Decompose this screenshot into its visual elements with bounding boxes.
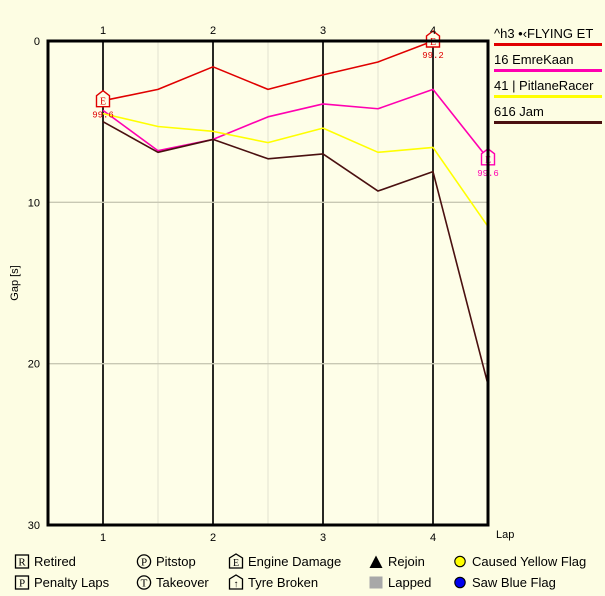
symbol-legend-label: Rejoin xyxy=(388,554,425,569)
symbol-legend-item: E Engine Damage xyxy=(228,551,341,572)
x-axis-label: Lap xyxy=(496,529,514,541)
marker-value-label: 99.6 xyxy=(92,111,114,121)
svg-text:P: P xyxy=(141,557,147,569)
y-tick-label: 20 xyxy=(28,359,40,371)
symbol-legend-item: ↑ Tyre Broken xyxy=(228,572,318,593)
legend-entry-1[interactable]: 16 EmreKaan xyxy=(492,52,605,78)
gap-chart: E 99.6 E 99.2 E 99.6 0 10 20 30 1 1 2 2 3 3 4 4 Gap [s] … xyxy=(9,25,514,544)
symbol-legend-label: Retired xyxy=(34,554,76,569)
x-tick-label-bottom: 1 xyxy=(100,532,106,544)
symbol-legend-label: Lapped xyxy=(388,575,432,590)
y-tick-label: 10 xyxy=(28,197,40,209)
axis-ticks: 0 10 20 30 1 1 2 2 3 3 4 4 xyxy=(28,25,436,544)
symbol-legend-item: Rejoin xyxy=(368,551,425,572)
square-icon: P xyxy=(14,575,30,590)
y-tick-label: 0 xyxy=(34,36,40,48)
svg-text:P: P xyxy=(19,578,25,590)
dot-yellow-icon xyxy=(454,555,466,568)
dot-blue-icon xyxy=(454,576,466,589)
symbol-legend-label: Saw Blue Flag xyxy=(472,575,556,590)
symbol-legend-row-2: P Penalty Laps T Takeover ↑ Tyre Broken Lapped… xyxy=(0,572,605,593)
house-icon: E xyxy=(228,553,244,569)
x-tick-label-top: 4 xyxy=(430,25,436,37)
y-axis-label: Gap [s] xyxy=(9,265,21,300)
legend-entry-3[interactable]: 616 Jam xyxy=(492,104,605,130)
triangle-icon xyxy=(369,555,383,568)
x-tick-label-bottom: 2 xyxy=(210,532,216,544)
y-tick-label: 30 xyxy=(28,520,40,532)
symbol-legend-item: R Retired xyxy=(14,551,76,572)
legend-entry-swatch xyxy=(494,43,602,46)
house-icon: ↑ xyxy=(228,574,244,590)
symbol-legend-label: Tyre Broken xyxy=(248,575,319,590)
symbol-legend-label: Takeover xyxy=(156,575,209,590)
symbol-legend-label: Penalty Laps xyxy=(34,575,110,590)
svg-text:T: T xyxy=(141,578,148,590)
series-line-3 xyxy=(102,120,489,385)
gridlines xyxy=(48,41,488,525)
series-lines xyxy=(102,40,489,385)
svg-text:E: E xyxy=(233,558,239,569)
legend-entry-label: ^h3 •‹FLYING ET xyxy=(494,26,594,41)
symbol-legend-item: Saw Blue Flag xyxy=(452,572,556,593)
series-line-2 xyxy=(102,112,489,227)
engine-damage-marker: E 99.6 xyxy=(92,89,114,121)
plot-frame xyxy=(46,39,490,527)
series-line-1 xyxy=(102,88,489,160)
symbol-legend-label: Pitstop xyxy=(156,554,196,569)
symbol-legend-item: Lapped xyxy=(368,572,431,593)
legend-entry-label: 616 Jam xyxy=(494,104,544,119)
legend-entry-swatch xyxy=(494,69,602,72)
marker-value-label: 99.2 xyxy=(422,51,444,61)
symbol-legend-item: T Takeover xyxy=(136,572,209,593)
symbol-legend-item: P Pitstop xyxy=(136,551,196,572)
legend-entry-label: 41 | PitlaneRacer xyxy=(494,78,594,93)
symbol-legend-item: P Penalty Laps xyxy=(14,572,109,593)
gray-box-icon xyxy=(369,576,383,589)
legend-entry-label: 16 EmreKaan xyxy=(494,52,574,67)
series-legend: ^h3 •‹FLYING ET 16 EmreKaan 41 | PitlaneRa… xyxy=(492,26,605,130)
legend-entry-swatch xyxy=(494,121,602,124)
circle-icon: P xyxy=(136,554,152,569)
legend-entry-0[interactable]: ^h3 •‹FLYING ET xyxy=(492,26,605,52)
marker-glyph: E xyxy=(100,97,106,108)
symbol-legend-label: Engine Damage xyxy=(248,554,342,569)
symbol-legend-item: Caused Yellow Flag xyxy=(452,551,586,572)
square-icon: R xyxy=(14,554,30,569)
x-tick-label-top: 2 xyxy=(210,25,216,37)
symbol-legend-row-1: R Retired P Pitstop E Engine Damage Rejoin Caus… xyxy=(0,551,605,572)
svg-text:↑: ↑ xyxy=(234,579,239,590)
x-tick-label-bottom: 3 xyxy=(320,532,326,544)
series-line-0 xyxy=(102,40,488,102)
circle-icon: T xyxy=(136,575,152,590)
symbol-legend: R Retired P Pitstop E Engine Damage Rejoin Caus… xyxy=(0,551,605,596)
svg-text:R: R xyxy=(18,557,26,569)
legend-entry-2[interactable]: 41 | PitlaneRacer xyxy=(492,78,605,104)
symbol-legend-label: Caused Yellow Flag xyxy=(472,554,587,569)
legend-entry-swatch xyxy=(494,95,602,98)
x-tick-label-top: 3 xyxy=(320,25,326,37)
x-tick-label-top: 1 xyxy=(100,25,106,37)
x-tick-label-bottom: 4 xyxy=(430,532,436,544)
